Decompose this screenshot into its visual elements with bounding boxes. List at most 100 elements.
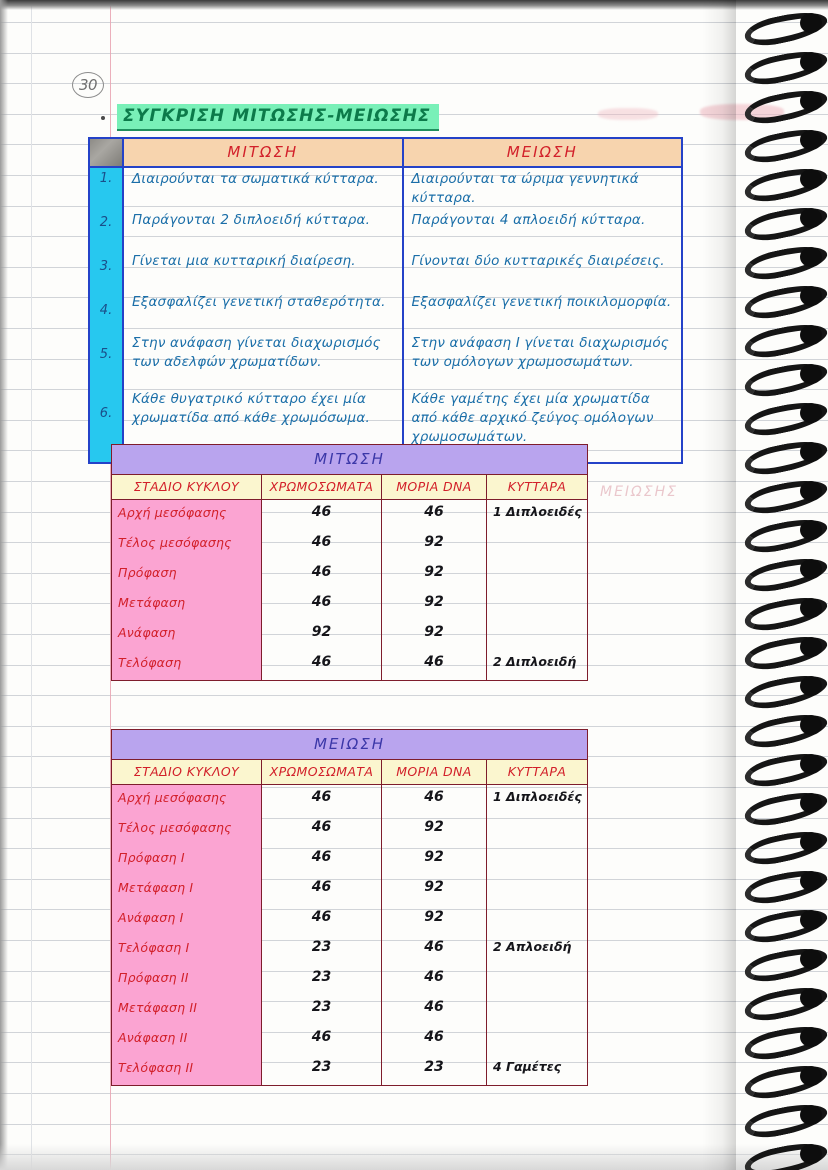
scan-edge-top bbox=[0, 0, 828, 10]
cell-dna: 46 bbox=[382, 785, 487, 815]
cell-dna: 92 bbox=[382, 845, 487, 875]
table-row: Ανάφαση 92 92 bbox=[112, 620, 587, 650]
cell-cells: 1 Διπλοειδές bbox=[493, 504, 582, 519]
binding-ring bbox=[738, 871, 822, 891]
binding-ring bbox=[738, 403, 822, 423]
binding-ring bbox=[738, 910, 822, 930]
table-row: Ανάφαση ΙΙ 46 46 bbox=[112, 1025, 587, 1055]
cell-chromosomes: 46 bbox=[262, 560, 382, 590]
binding-ring bbox=[738, 715, 822, 735]
binding-ring bbox=[738, 1027, 822, 1047]
comparison-cell: Εξασφαλίζει γενετική σταθερότητα. bbox=[132, 294, 386, 310]
cell-cells bbox=[487, 590, 587, 620]
cell-cells bbox=[487, 965, 587, 995]
comparison-table: ΜΙΤΩΣΗ ΜΕΙΩΣΗ 1. 2. 3. 4. 5. 6. Διαιρούν… bbox=[88, 137, 683, 464]
cell-dna: 92 bbox=[382, 560, 487, 590]
column-header-cells: ΚΥΤΤΑΡΑ bbox=[507, 764, 567, 779]
page-number: 30 bbox=[72, 72, 104, 98]
cell-cells bbox=[487, 530, 587, 560]
table-row: Τελόφαση ΙΙ 23 23 4 Γαμέτες bbox=[112, 1055, 587, 1085]
table-row: Τέλος μεσόφασης 46 92 bbox=[112, 530, 587, 560]
cell-chromosomes: 46 bbox=[262, 500, 382, 530]
table-row: Πρόφαση Ι 46 92 bbox=[112, 845, 587, 875]
cell-chromosomes: 23 bbox=[262, 1055, 382, 1085]
binding-ring bbox=[738, 1066, 822, 1086]
binding-ring bbox=[738, 442, 822, 462]
comparison-body: 1. 2. 3. 4. 5. 6. Διαιρούνται τα σωματικ… bbox=[90, 168, 681, 462]
row-number: 4. bbox=[99, 303, 113, 318]
binding-ring bbox=[738, 559, 822, 579]
cell-chromosomes: 23 bbox=[262, 935, 382, 965]
scan-edge-bottom bbox=[0, 1144, 828, 1170]
margin-line-secondary bbox=[31, 0, 32, 1170]
cell-chromosomes: 46 bbox=[262, 650, 382, 680]
cell-chromosomes: 46 bbox=[262, 590, 382, 620]
cell-dna: 46 bbox=[382, 1025, 487, 1055]
binding-ring bbox=[738, 13, 822, 33]
comparison-header-mitosis: ΜΙΤΩΣΗ bbox=[124, 139, 404, 166]
mitosis-table-body: Αρχή μεσόφασης 46 46 1 Διπλοειδές Τέλος μεσό… bbox=[112, 500, 587, 680]
binding-ring bbox=[738, 1144, 822, 1164]
table-row: Μετάφαση Ι 46 92 bbox=[112, 875, 587, 905]
table-row: Αρχή μεσόφασης 46 46 1 Διπλοειδές bbox=[112, 500, 587, 530]
table-row: Τελόφαση Ι 23 46 2 Απλοειδή bbox=[112, 935, 587, 965]
row-number: 3. bbox=[99, 259, 113, 274]
cell-stage: Τέλος μεσόφασης bbox=[112, 815, 262, 845]
comparison-header-row: ΜΙΤΩΣΗ ΜΕΙΩΣΗ bbox=[90, 139, 681, 168]
cell-chromosomes: 46 bbox=[262, 785, 382, 815]
binding-ring bbox=[738, 91, 822, 111]
cell-cells bbox=[487, 875, 587, 905]
binding-ring bbox=[738, 832, 822, 852]
cell-dna: 46 bbox=[382, 965, 487, 995]
comparison-cell: Γίνεται μια κυτταρική διαίρεση. bbox=[132, 253, 356, 269]
binding-ring bbox=[738, 754, 822, 774]
binding-ring bbox=[738, 481, 822, 501]
binding-ring bbox=[738, 247, 822, 267]
cell-stage: Μετάφαση ΙΙ bbox=[112, 995, 262, 1025]
row-number: 5. bbox=[99, 347, 113, 362]
cell-dna: 46 bbox=[382, 995, 487, 1025]
table-row: Αρχή μεσόφασης 46 46 1 Διπλοειδές bbox=[112, 785, 587, 815]
cell-chromosomes: 23 bbox=[262, 995, 382, 1025]
cell-stage: Πρόφαση ΙΙ bbox=[112, 965, 262, 995]
cell-stage: Τελόφαση bbox=[112, 650, 262, 680]
cell-dna: 46 bbox=[382, 500, 487, 530]
cell-dna: 92 bbox=[382, 620, 487, 650]
column-header-dna: ΜΟΡΙΑ DNA bbox=[382, 760, 487, 784]
column-header-chromosomes: ΧΡΩΜΟΣΩΜΑΤΑ bbox=[262, 475, 382, 499]
binding-ring bbox=[738, 208, 822, 228]
cell-stage: Αρχή μεσόφασης bbox=[112, 785, 262, 815]
row-number: 6. bbox=[99, 406, 113, 421]
mitosis-data-table: ΜΙΤΩΣΗ ΣΤΑΔΙΟ ΚΥΚΛΟΥ ΧΡΩΜΟΣΩΜΑΤΑ ΜΟΡΙΑ D… bbox=[111, 444, 588, 681]
cell-dna: 92 bbox=[382, 815, 487, 845]
row-number: 2. bbox=[99, 215, 113, 230]
cell-chromosomes: 46 bbox=[262, 845, 382, 875]
comparison-cell: Διαιρούνται τα σωματικά κύτταρα. bbox=[132, 171, 379, 187]
cell-cells: 2 Διπλοειδή bbox=[493, 654, 577, 669]
binding-ring bbox=[738, 286, 822, 306]
cell-dna: 92 bbox=[382, 530, 487, 560]
comparison-cell: Στην ανάφαση γίνεται διαχωρισμός των αδε… bbox=[132, 335, 381, 370]
comparison-cell: Κάθε γαμέτης έχει μία χρωματίδα από κάθε… bbox=[411, 391, 654, 445]
cell-chromosomes: 46 bbox=[262, 530, 382, 560]
mitosis-header-row: ΣΤΑΔΙΟ ΚΥΚΛΟΥ ΧΡΩΜΟΣΩΜΑΤΑ ΜΟΡΙΑ DNA ΚΥΤΤ… bbox=[112, 475, 587, 500]
comparison-cell: Στην ανάφαση Ι γίνεται διαχωρισμός των ο… bbox=[411, 335, 669, 370]
cell-cells: 1 Διπλοειδές bbox=[493, 789, 582, 804]
cell-dna: 92 bbox=[382, 875, 487, 905]
cell-chromosomes: 46 bbox=[262, 815, 382, 845]
column-header-stage: ΣΤΑΔΙΟ ΚΥΚΛΟΥ bbox=[112, 475, 262, 499]
ink-bleed-mark bbox=[598, 108, 658, 120]
cell-stage: Αρχή μεσόφασης bbox=[112, 500, 262, 530]
page-title: ΣΥΓΚΡΙΣΗ ΜΙΤΩΣΗΣ-ΜΕΙΩΣΗΣ bbox=[117, 104, 439, 131]
cell-stage: Μετάφαση bbox=[112, 590, 262, 620]
cell-dna: 92 bbox=[382, 905, 487, 935]
meiosis-table-body: Αρχή μεσόφασης 46 46 1 Διπλοειδές Τέλος μεσό… bbox=[112, 785, 587, 1085]
binding-ring bbox=[738, 325, 822, 345]
spiral-binding bbox=[700, 0, 828, 1170]
column-header-cells: ΚΥΤΤΑΡΑ bbox=[507, 479, 567, 494]
cell-chromosomes: 23 bbox=[262, 965, 382, 995]
column-header-stage: ΣΤΑΔΙΟ ΚΥΚΛΟΥ bbox=[112, 760, 262, 784]
binding-ring bbox=[738, 169, 822, 189]
cell-cells bbox=[487, 845, 587, 875]
